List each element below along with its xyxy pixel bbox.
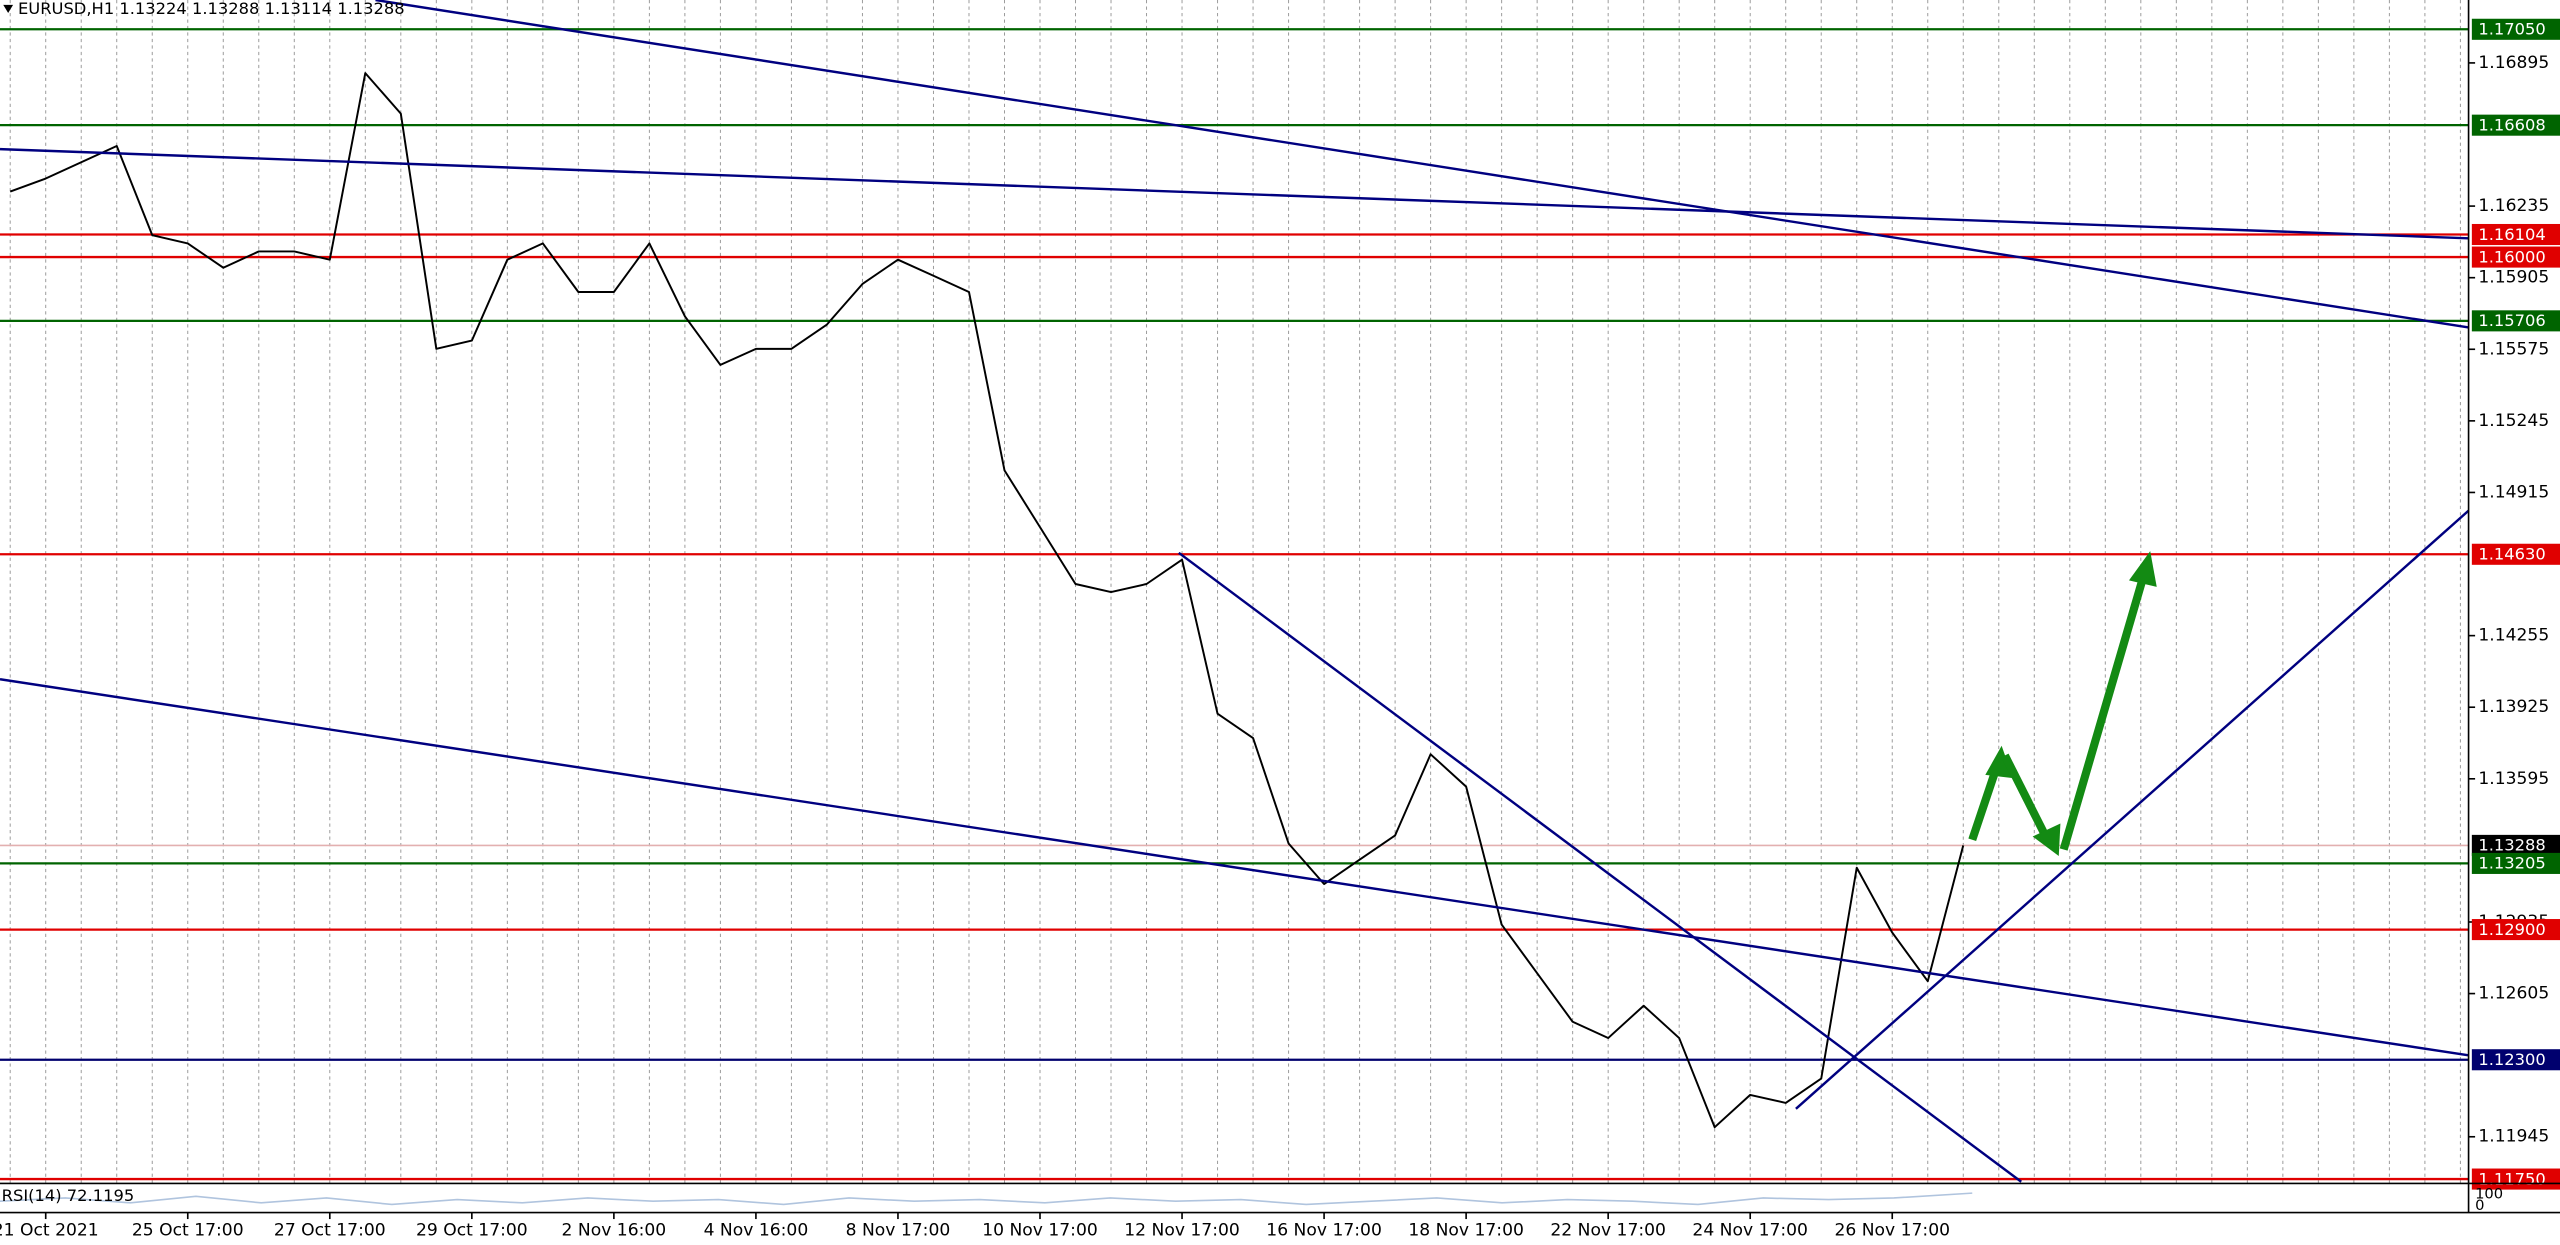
- level-box: [2471, 114, 2560, 136]
- level-label: 1.12900: [2478, 920, 2545, 939]
- forecast-arrows: [1968, 551, 2157, 856]
- x-tick-label: 4 Nov 16:00: [704, 1220, 809, 1240]
- arrow-head: [1985, 745, 2014, 779]
- level-box: [2471, 246, 2560, 268]
- level-box: [2471, 223, 2560, 246]
- y-tick-label: 1.15905: [2478, 268, 2549, 288]
- rsi-tick-label: 100: [2475, 1186, 2503, 1203]
- level-label: 1.13205: [2478, 854, 2545, 873]
- x-tick-label: 12 Nov 17:00: [1124, 1220, 1240, 1240]
- level-box: [2471, 919, 2560, 941]
- x-tick-label: 29 Oct 17:00: [416, 1220, 528, 1240]
- price-line: [9, 72, 1965, 1129]
- level-label: 1.16608: [2478, 116, 2545, 135]
- trendlines: [0, 0, 2470, 1183]
- y-tick-label: 1.16235: [2478, 196, 2549, 216]
- y-tick-label: 1.15575: [2478, 339, 2549, 359]
- level-label: 1.13288: [2478, 836, 2545, 855]
- chart-title: EURUSD,H1 1.13224 1.13288 1.13114 1.1328…: [18, 0, 405, 18]
- x-tick-label: 10 Nov 17:00: [982, 1220, 1098, 1240]
- level-label: 1.12300: [2478, 1050, 2545, 1069]
- x-tick-label: 26 Nov 17:00: [1834, 1220, 1950, 1240]
- y-tick-label: 1.13925: [2478, 697, 2549, 717]
- level-box: [2471, 310, 2560, 332]
- x-tick-label: 18 Nov 17:00: [1408, 1220, 1524, 1240]
- y-tick-label: 1.13595: [2478, 769, 2549, 789]
- x-tick-label: 8 Nov 17:00: [846, 1220, 951, 1240]
- x-tick-label: 25 Oct 17:00: [132, 1220, 244, 1240]
- x-tick-label: 22 Nov 17:00: [1550, 1220, 1666, 1240]
- rsi-label: RSI(14) 72.1195: [2, 1186, 135, 1205]
- level-box: [2471, 18, 2560, 40]
- level-box: [2471, 1168, 2560, 1190]
- trendline: [1795, 509, 2470, 1110]
- trendline: [375, 0, 2469, 329]
- y-tick-label: 1.16895: [2478, 53, 2549, 73]
- x-tick-label: 21 Oct 2021: [0, 1220, 99, 1240]
- level-box: [2471, 543, 2560, 565]
- level-box: [2471, 834, 2560, 856]
- level-box: [2471, 852, 2560, 874]
- rsi-line: [0, 1192, 1973, 1206]
- y-tick-label: 1.11945: [2478, 1127, 2549, 1147]
- level-label: 1.17050: [2478, 20, 2545, 39]
- x-tick-label: 27 Oct 17:00: [274, 1220, 386, 1240]
- arrow-segment: [2001, 753, 2051, 842]
- arrow-head: [2128, 551, 2157, 587]
- y-tick-label: 1.14255: [2478, 626, 2549, 646]
- trendline: [0, 678, 2469, 1057]
- y-tick-label: 1.15245: [2478, 411, 2549, 431]
- price-layer: [9, 72, 1965, 1129]
- y-tick-label: 1.12605: [2478, 984, 2549, 1004]
- level-label: 1.16000: [2478, 247, 2545, 266]
- level-label: 1.16104: [2478, 225, 2545, 244]
- arrow-head: [2032, 823, 2061, 856]
- x-tick-label: 2 Nov 16:00: [562, 1220, 667, 1240]
- symbol-menu-icon[interactable]: [3, 4, 14, 13]
- trendline: [0, 147, 2469, 240]
- rsi-tick-label: 0: [2475, 1197, 2484, 1214]
- trendline: [1178, 551, 2022, 1183]
- level-label: 1.14630: [2478, 545, 2545, 564]
- arrow-segment: [2059, 574, 2148, 851]
- level-label: 1.15706: [2478, 311, 2545, 330]
- x-tick-label: 24 Nov 17:00: [1692, 1220, 1808, 1240]
- level-box: [2471, 1049, 2560, 1071]
- x-tick-label: 16 Nov 17:00: [1266, 1220, 1382, 1240]
- y-tick-label: 1.14915: [2478, 482, 2549, 502]
